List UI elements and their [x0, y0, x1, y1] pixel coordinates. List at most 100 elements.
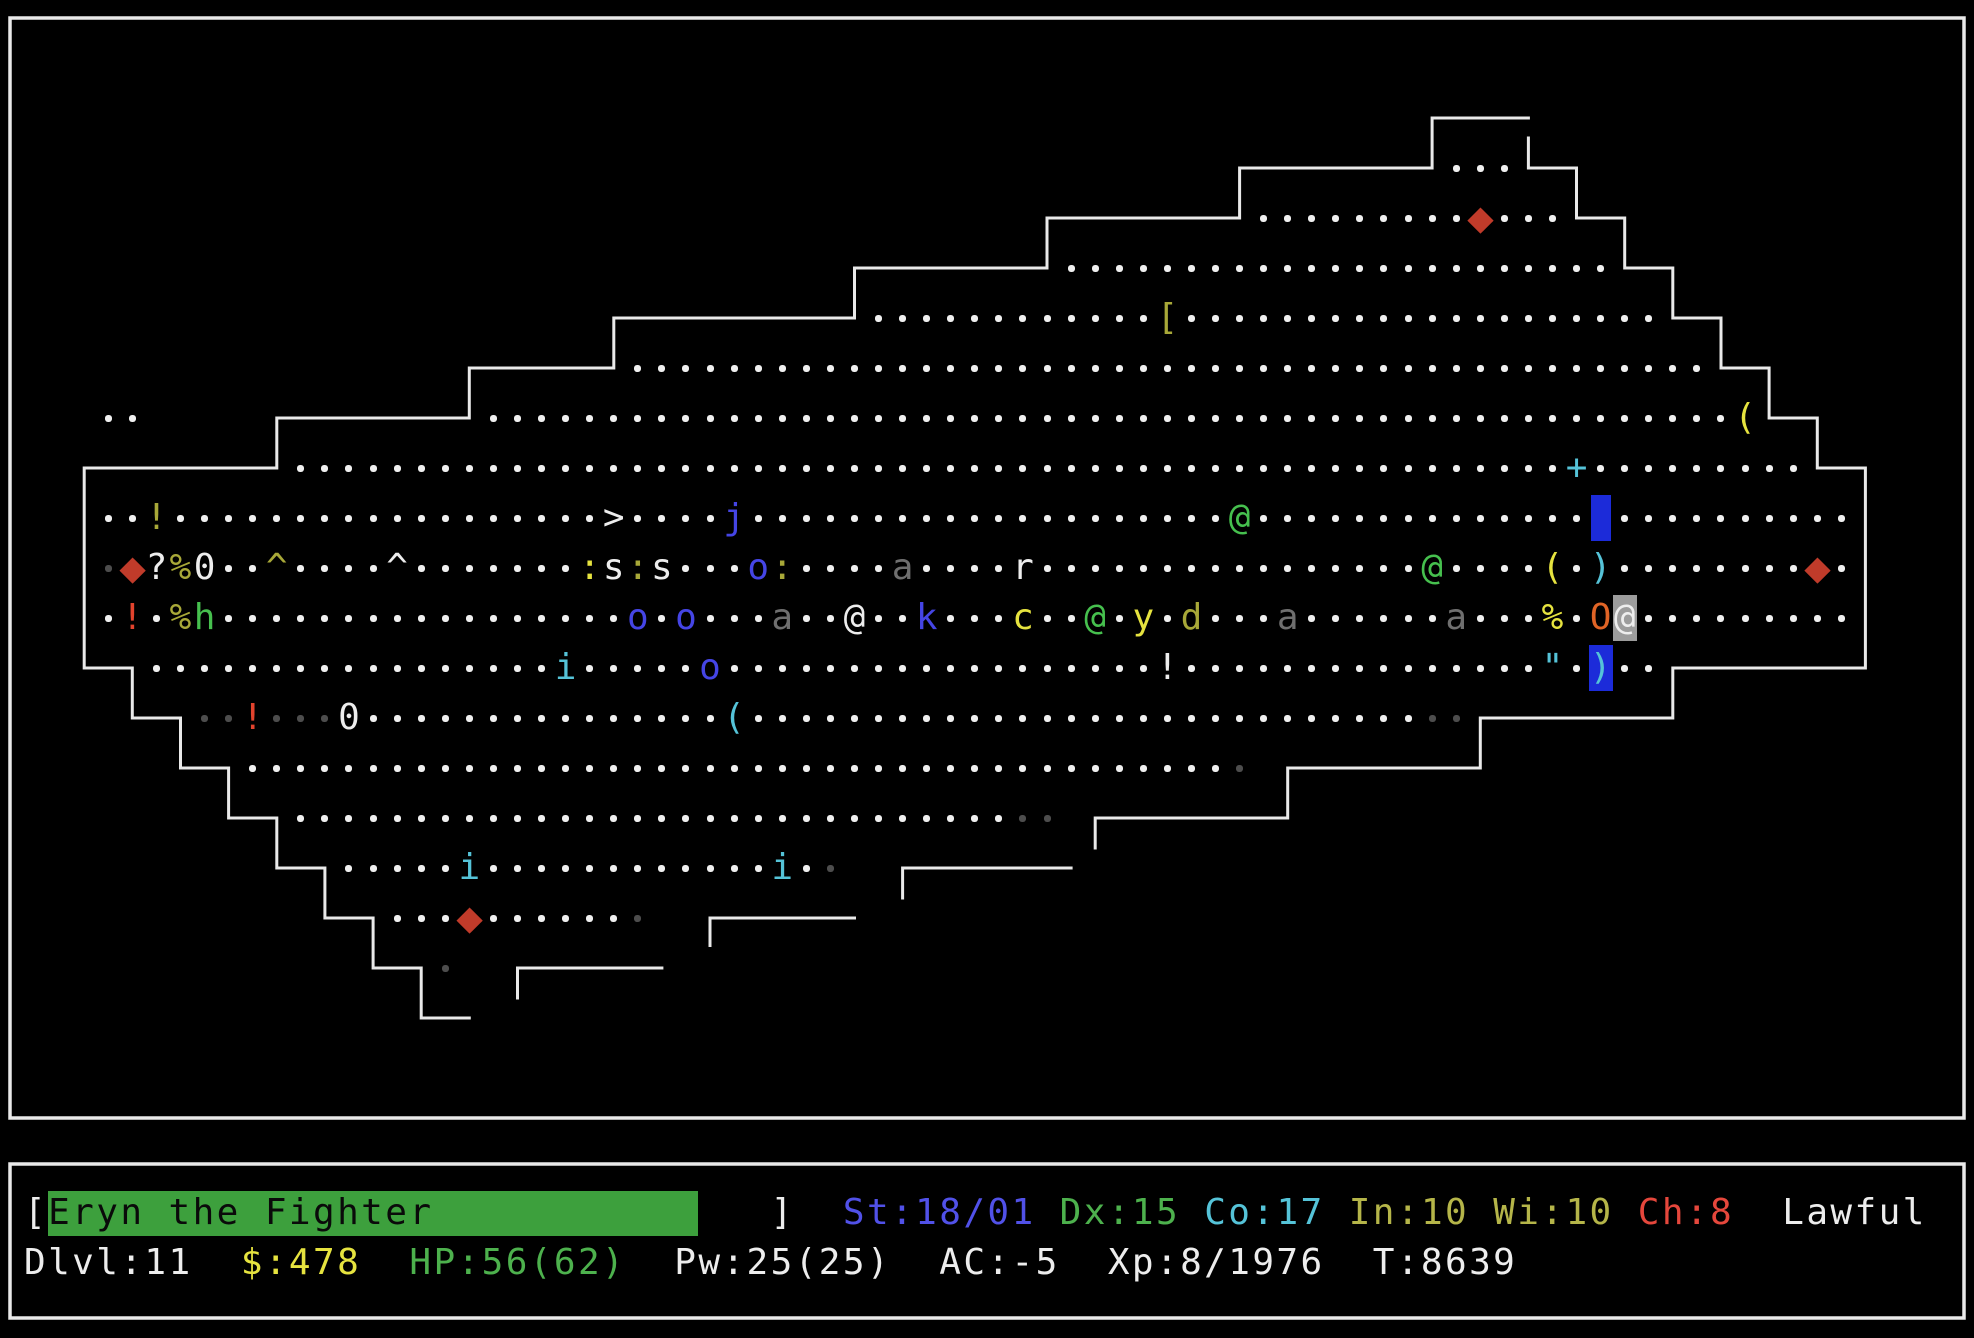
floor-dot: [923, 364, 931, 372]
floor-dot: [706, 614, 714, 622]
floor-dot: [1067, 414, 1075, 422]
floor-dot: [826, 514, 834, 522]
floor-dot: [1163, 564, 1171, 572]
floor-dot: [586, 514, 594, 522]
floor-dot: [634, 764, 642, 772]
floor-dot: [441, 614, 449, 622]
floor-dot: [778, 814, 786, 822]
floor-dot: [465, 564, 473, 572]
floor-dot: [778, 414, 786, 422]
floor-dot: [1067, 764, 1075, 772]
floor-dot: [1645, 564, 1653, 572]
floor-dot: [417, 814, 425, 822]
floor-dot: [1019, 714, 1027, 722]
floor-dot: [513, 764, 521, 772]
floor-dot: [971, 814, 979, 822]
map-glyph: o: [675, 597, 697, 638]
floor-dot: [417, 614, 425, 622]
floor-dot: [1332, 664, 1340, 672]
map-glyph: k: [915, 597, 938, 638]
floor-dot: [441, 664, 449, 672]
map-glyph: y: [1132, 597, 1155, 638]
floor-dot: [634, 814, 642, 822]
floor-dot: [1043, 714, 1051, 722]
floor-dot: [923, 764, 931, 772]
status-field: [1325, 1192, 1349, 1233]
floor-dot: [1597, 464, 1605, 472]
floor-dot: [1019, 314, 1027, 322]
floor-dot: [417, 514, 425, 522]
map-glyph: !: [121, 597, 144, 638]
floor-dot: [1500, 214, 1508, 222]
status-field: [1469, 1192, 1493, 1233]
floor-dot: [1356, 314, 1364, 322]
floor-dot: [1139, 564, 1147, 572]
floor-dot: [1548, 414, 1556, 422]
floor-dot: [850, 464, 858, 472]
floor-dot: [465, 764, 473, 772]
floor-dot: [995, 764, 1003, 772]
status-field: [698, 1192, 770, 1233]
map-glyph: s: [651, 547, 673, 588]
floor-dot: [1115, 764, 1123, 772]
floor-dot: [658, 864, 666, 872]
floor-dot: [778, 714, 786, 722]
floor-dot: [369, 864, 377, 872]
floor-dot: [1404, 314, 1412, 322]
gem-glyph: ◆: [119, 542, 146, 593]
floor-dot: [1212, 564, 1219, 572]
floor-dot: [730, 464, 738, 472]
map-glyph: O: [1589, 597, 1612, 638]
floor-dot: [1356, 664, 1364, 672]
floor-dot: [1163, 364, 1171, 372]
gem-glyph: ◆: [1804, 542, 1831, 593]
floor-dot: [1669, 414, 1677, 422]
floor-dot: [1019, 814, 1027, 822]
floor-dot: [369, 514, 377, 522]
floor-dot: [875, 564, 883, 572]
floor-dot: [1115, 264, 1123, 272]
status-field: [891, 1242, 939, 1283]
floor-dot: [1404, 464, 1412, 472]
floor-dot: [104, 564, 112, 572]
floor-dot: [971, 514, 979, 522]
floor-dot: [1284, 714, 1292, 722]
floor-dot: [1284, 314, 1292, 322]
floor-dot: [513, 614, 521, 622]
floor-dot: [562, 814, 570, 822]
floor-dot: [1813, 514, 1821, 522]
floor-dot: [754, 864, 762, 872]
floor-dot: [1236, 464, 1244, 472]
floor-dot: [995, 314, 1003, 322]
floor-dot: [1428, 714, 1436, 722]
map-glyph: o: [626, 597, 649, 638]
floor-dot: [1741, 564, 1749, 572]
floor-dot: [393, 814, 401, 822]
floor-dot: [441, 914, 449, 922]
floor-dot: [1236, 364, 1244, 372]
floor-dot: [706, 764, 714, 772]
floor-dot: [1693, 414, 1701, 422]
status-field: $:478: [240, 1242, 362, 1283]
floor-dot: [1404, 664, 1412, 672]
floor-dot: [875, 514, 883, 522]
floor-dot: [1452, 464, 1460, 472]
floor-dot: [1115, 614, 1123, 622]
floor-dot: [1260, 314, 1268, 322]
floor-dot: [1308, 714, 1316, 722]
floor-dot: [1260, 564, 1268, 572]
floor-dot: [971, 364, 979, 372]
floor-dot: [947, 764, 955, 772]
floor-dot: [875, 764, 883, 772]
floor-dot: [923, 814, 931, 822]
floor-dot: [489, 764, 497, 772]
floor-dot: [321, 514, 329, 522]
floor-dot: [634, 364, 642, 372]
floor-dot: [465, 814, 473, 822]
map-glyph: i: [554, 647, 577, 688]
map-glyph: 0: [338, 697, 360, 738]
floor-dot: [682, 414, 690, 422]
floor-dot: [1452, 664, 1460, 672]
floor-dot: [899, 414, 907, 422]
floor-dot: [1597, 364, 1605, 372]
